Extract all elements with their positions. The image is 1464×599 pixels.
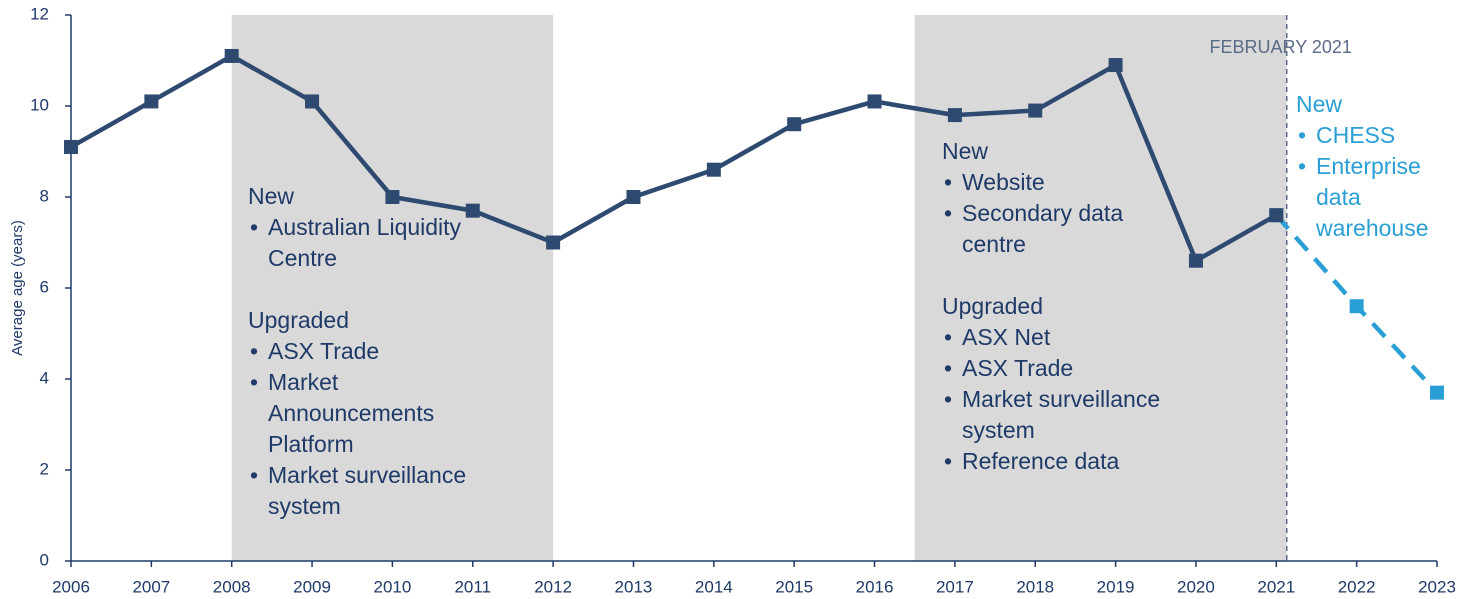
y-tick-label: 2: [40, 459, 49, 478]
x-tick-label: 2019: [1097, 577, 1135, 596]
x-tick-label: 2021: [1257, 577, 1295, 596]
marker: [1028, 103, 1043, 118]
marker: [1108, 58, 1123, 73]
y-axis-label: Average age (years): [9, 220, 26, 356]
marker: [787, 117, 802, 132]
y-tick-label: 6: [40, 277, 49, 296]
y-tick-label: 0: [40, 550, 49, 569]
x-tick-label: 2018: [1016, 577, 1054, 596]
x-tick-label: 2011: [454, 577, 491, 596]
annotation-item: Market surveillance system: [942, 384, 1192, 446]
annotation-item: CHESS: [1296, 120, 1451, 151]
x-tick-label: 2009: [293, 577, 331, 596]
reference-label: FEBRUARY 2021: [1210, 37, 1352, 57]
annotation-section: New CHESSEnterprise data warehouse: [1296, 89, 1451, 244]
annotation-heading: Upgraded: [248, 307, 350, 333]
annotation-section: New WebsiteSecondary data centre: [942, 136, 1192, 260]
annotation: New WebsiteSecondary data centre Upgraded A…: [942, 136, 1192, 508]
x-tick-label: 2023: [1418, 577, 1456, 596]
marker: [305, 94, 320, 109]
marker: [385, 190, 400, 204]
x-tick-label: 2015: [775, 577, 813, 596]
marker: [867, 94, 882, 109]
marker: [1269, 208, 1284, 223]
annotation: New Australian Liquidity Centre Upgraded AS…: [248, 181, 498, 553]
marker: [1349, 299, 1364, 314]
annotation-heading: Upgraded: [942, 293, 1044, 319]
x-tick-label: 2014: [695, 577, 733, 596]
series-line: [69, 53, 1278, 263]
x-tick-label: 2020: [1177, 577, 1215, 596]
x-tick-label: 2008: [213, 577, 251, 596]
y-tick-label: 10: [30, 95, 49, 114]
x-tick-label: 2012: [534, 577, 572, 596]
y-tick-label: 4: [40, 368, 49, 387]
annotation-item: Website: [942, 167, 1192, 198]
x-tick-label: 2013: [615, 577, 653, 596]
marker: [546, 235, 561, 250]
annotation-heading: New: [1296, 91, 1343, 117]
marker: [947, 108, 962, 123]
marker: [1430, 385, 1444, 400]
x-tick-label: 2022: [1338, 577, 1376, 596]
annotation-item: ASX Trade: [942, 353, 1192, 384]
annotation-item: Market Announcements Platform: [248, 367, 498, 460]
annotation-section: New Australian Liquidity Centre: [248, 181, 498, 274]
marker: [64, 139, 78, 154]
y-tick-label: 8: [40, 186, 49, 205]
annotation: New CHESSEnterprise data warehouse: [1296, 89, 1451, 275]
annotation-item: Secondary data centre: [942, 198, 1192, 260]
annotation-item: Reference data: [942, 446, 1192, 477]
annotation-item: Enterprise data warehouse: [1296, 151, 1451, 244]
marker: [224, 48, 239, 63]
marker: [626, 190, 641, 204]
x-tick-label: 2007: [132, 577, 170, 596]
marker: [706, 162, 721, 177]
annotation-item: ASX Trade: [248, 336, 498, 367]
marker: [1188, 253, 1203, 268]
annotation-heading: New: [942, 138, 989, 164]
annotation-heading: New: [248, 183, 295, 209]
annotation-item: Australian Liquidity Centre: [248, 212, 498, 274]
annotation-item: Market surveillance system: [248, 460, 498, 522]
annotation-section: Upgraded ASX TradeMarket Announcements Pl…: [248, 305, 498, 522]
annotation-item: ASX Net: [942, 322, 1192, 353]
x-tick-label: 2010: [373, 577, 411, 596]
x-tick-label: 2006: [52, 577, 90, 596]
x-tick-label: 2017: [936, 577, 974, 596]
x-tick-label: 2016: [856, 577, 894, 596]
y-tick-label: 12: [30, 4, 49, 23]
annotation-section: Upgraded ASX NetASX TradeMarket surveilla…: [942, 291, 1192, 477]
marker: [144, 94, 159, 109]
